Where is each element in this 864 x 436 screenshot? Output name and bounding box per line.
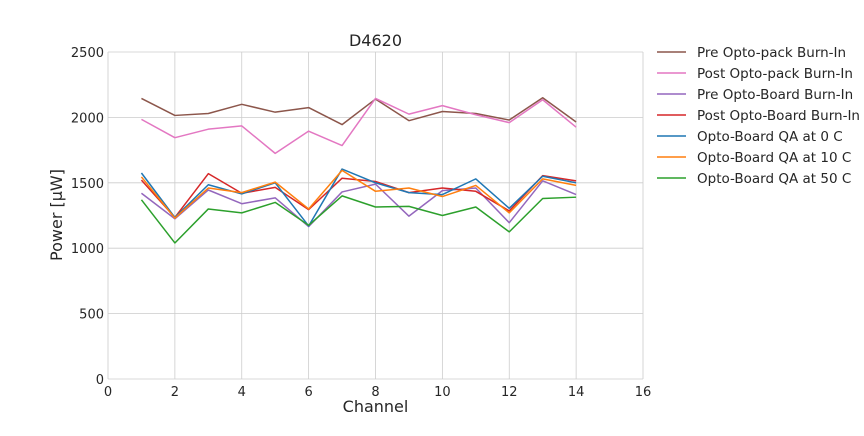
y-tick-label: 500	[79, 308, 104, 323]
grid	[107, 51, 644, 380]
x-tick-label: 16	[635, 385, 652, 400]
x-axis-label: Channel	[343, 397, 409, 416]
x-tick-label: 10	[434, 385, 451, 400]
chart-title: D4620	[349, 31, 402, 50]
legend: Pre Opto-pack Burn-In Post Opto-pack Burn…	[657, 45, 860, 187]
x-tick-label: 14	[568, 385, 585, 400]
x-tick-label: 2	[171, 385, 179, 400]
legend-item-label: Post Opto-pack Burn-In	[697, 66, 853, 82]
series-line	[140, 169, 577, 219]
series-line	[140, 180, 577, 228]
x-tick-label: 12	[501, 385, 518, 400]
y-tick-label: 1000	[71, 242, 104, 257]
series-layer	[140, 97, 577, 244]
series-line	[140, 195, 577, 244]
y-tick-label: 0	[96, 373, 104, 388]
y-tick-label: 1500	[71, 177, 104, 192]
legend-item-label: Pre Opto-Board Burn-In	[697, 87, 853, 103]
x-tick-label: 0	[104, 385, 112, 400]
axes: 0 2 4 6 8 10 12 14 16 0 500 1000 1500 2000 2500	[71, 46, 651, 400]
y-axis-label: Power [μW]	[47, 169, 66, 261]
legend-item-label: Post Opto-Board Burn-In	[697, 108, 860, 124]
series-line	[141, 97, 577, 126]
series-line	[140, 168, 577, 227]
legend-item-label: Opto-Board QA at 0 C	[697, 129, 843, 145]
x-tick-label: 6	[304, 385, 312, 400]
legend-item-label: Opto-Board QA at 50 C	[697, 171, 851, 187]
series-line	[141, 97, 577, 155]
legend-item-label: Pre Opto-pack Burn-In	[697, 45, 846, 61]
y-tick-label: 2500	[71, 46, 104, 61]
legend-item-label: Opto-Board QA at 10 C	[697, 150, 851, 166]
x-tick-label: 8	[371, 385, 379, 400]
y-tick-label: 2000	[71, 111, 104, 126]
x-tick-label: 4	[238, 385, 246, 400]
